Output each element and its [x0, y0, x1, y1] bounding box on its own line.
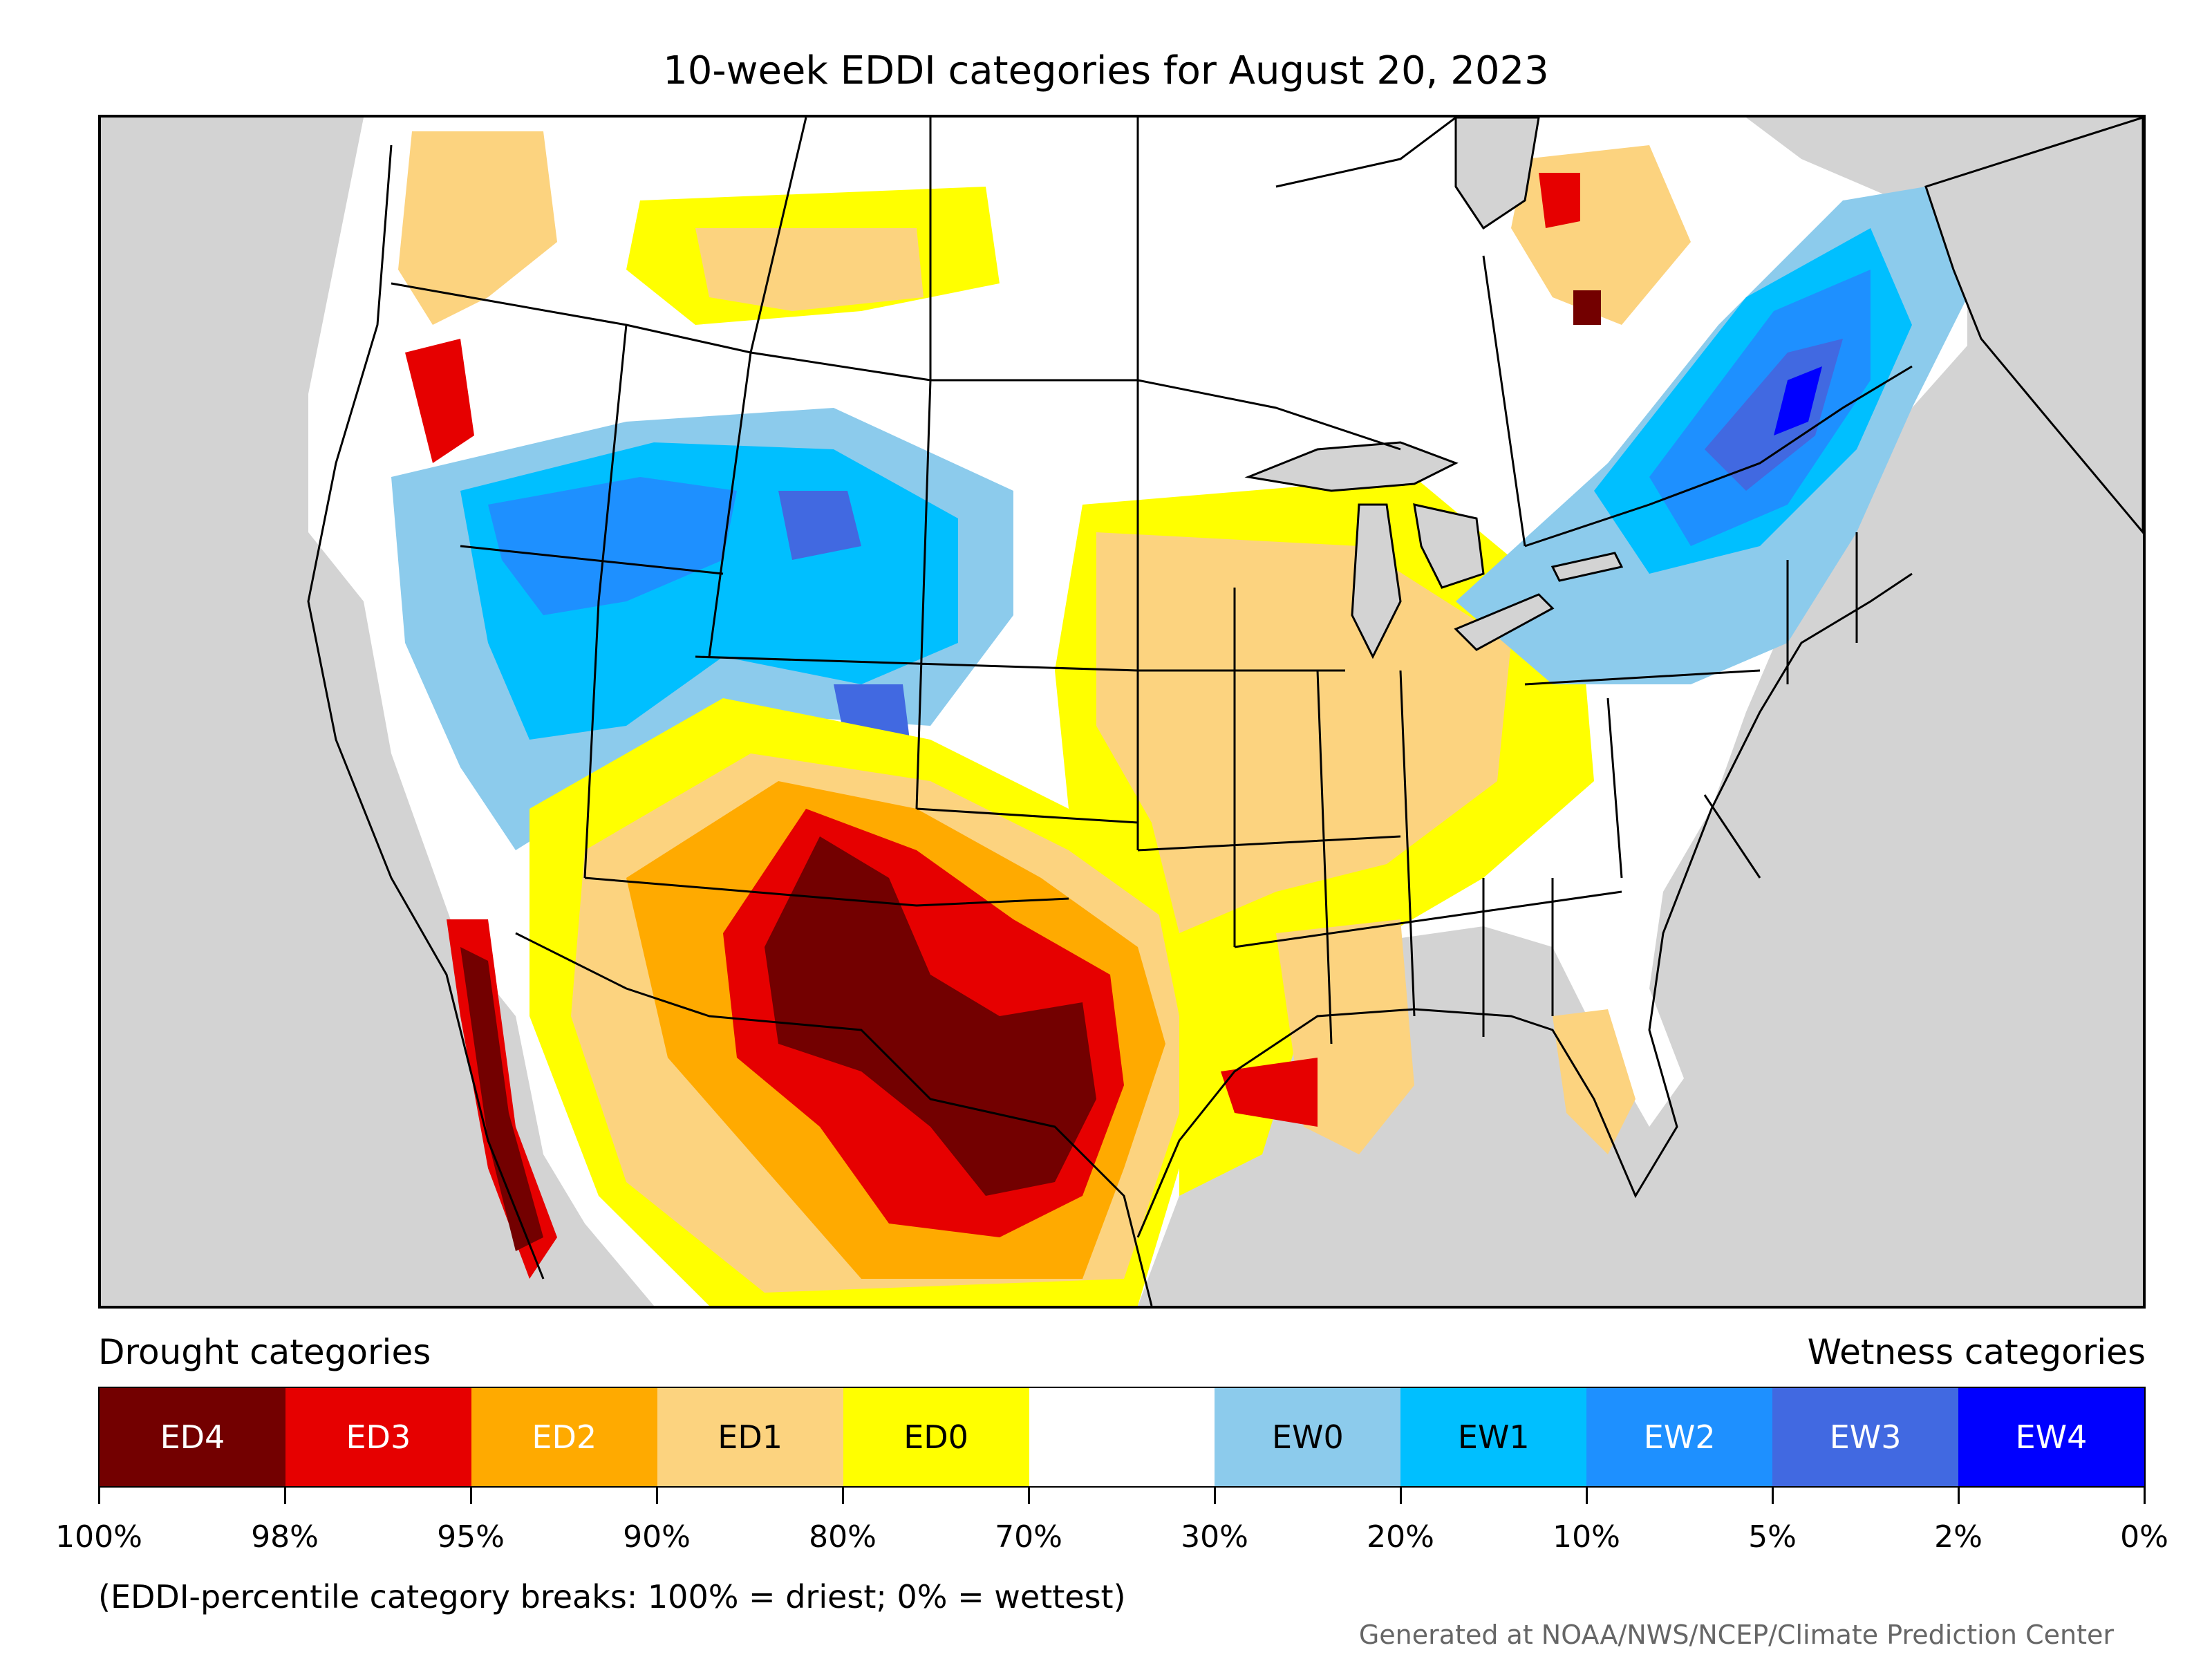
colorbar-tick — [1586, 1488, 1588, 1504]
colorbar-tick — [1400, 1488, 1402, 1504]
patch-ed1 — [398, 131, 557, 325]
colorbar-tick — [1214, 1488, 1216, 1504]
colorbar-tick — [1772, 1488, 1774, 1504]
colorbar-tick-label: 20% — [1367, 1519, 1434, 1555]
category-colorbar: ED4 ED3 ED2 ED1 ED0 EW0 EW1 EW2 EW3 EW4 — [98, 1387, 2146, 1488]
patch-ew4 — [1774, 366, 1822, 435]
patch-ed4 — [765, 836, 1096, 1196]
coastline-pacific — [307, 144, 545, 1280]
us-canada-border-east — [1524, 365, 1913, 547]
colorbar-tick-label: 80% — [809, 1519, 877, 1555]
colorbar-tick-label: 0% — [2120, 1519, 2168, 1555]
gulf-st-lawrence — [1924, 118, 2143, 534]
patch-ed1 — [695, 228, 924, 311]
patch-ed1 — [1553, 1009, 1635, 1154]
legend-swatch-ed1: ED1 — [657, 1388, 843, 1486]
legend-swatch-ed4: ED4 — [100, 1388, 285, 1486]
legend-swatch-ed3: ED3 — [285, 1388, 471, 1486]
colorbar-tick — [1028, 1488, 1030, 1504]
legend-swatch-normal — [1029, 1388, 1215, 1486]
hudson-bay — [1454, 118, 1540, 230]
colorbar-tick — [2144, 1488, 2146, 1504]
province-lines — [749, 118, 1526, 547]
patch-ew2 — [488, 477, 737, 615]
drought-legend-heading: Drought categories — [98, 1332, 431, 1372]
lake-michigan — [1351, 503, 1402, 659]
wetness-legend-heading: Wetness categories — [1807, 1332, 2146, 1372]
political-borders — [391, 118, 1913, 1306]
legend-swatch-ew2: EW2 — [1586, 1388, 1773, 1486]
colorbar-tick — [470, 1488, 472, 1504]
category-breaks-note: (EDDI-percentile category breaks: 100% =… — [98, 1578, 1126, 1615]
patch-ed3 — [1221, 1058, 1318, 1127]
coastline-gulf — [1136, 572, 1913, 1238]
colorbar-tick — [656, 1488, 658, 1504]
colorbar-tick-label: 70% — [995, 1519, 1062, 1555]
legend-swatch-ed0: ED0 — [843, 1388, 1029, 1486]
patch-ed3 — [1539, 173, 1580, 228]
state-lines-east — [1482, 532, 1858, 1037]
patch-ed3 — [405, 339, 474, 463]
colorbar-tick — [284, 1488, 286, 1504]
legend-swatch-ew1: EW1 — [1400, 1388, 1587, 1486]
colorbar-tick — [98, 1488, 100, 1504]
colorbar-tick-label: 90% — [623, 1519, 691, 1555]
patch-ed4 — [460, 947, 543, 1251]
state-lines-central — [1137, 588, 1622, 1044]
lake-erie — [1454, 593, 1555, 651]
patch-ed4 — [1573, 290, 1601, 325]
colorbar-tick-label: 100% — [55, 1519, 142, 1555]
legend-swatch-ew4: EW4 — [1958, 1388, 2144, 1486]
map-title: 10-week EDDI categories for August 20, 2… — [663, 48, 1549, 93]
lake-ontario — [1550, 552, 1624, 582]
colorbar-tick-label: 5% — [1748, 1519, 1797, 1555]
lake-huron — [1413, 503, 1485, 589]
map-panel — [98, 115, 2146, 1309]
credit-line: Generated at NOAA/NWS/NCEP/Climate Predi… — [1358, 1620, 2114, 1650]
colorbar-tick — [1958, 1488, 1960, 1504]
lake-superior — [1244, 441, 1459, 492]
colorbar-tick — [842, 1488, 844, 1504]
patch-ew3 — [778, 491, 861, 560]
map-canvas — [307, 118, 2143, 1306]
colorbar-tick-label: 10% — [1553, 1519, 1620, 1555]
colorbar-tick-label: 2% — [1934, 1519, 1983, 1555]
colorbar-tick-label: 98% — [251, 1519, 319, 1555]
colorbar-tick-label: 30% — [1181, 1519, 1248, 1555]
state-lines-west — [460, 324, 1139, 907]
us-mexico-border — [515, 932, 1153, 1306]
legend-swatch-ew3: EW3 — [1772, 1388, 1959, 1486]
colorbar-ticks — [98, 1488, 2146, 1508]
legend-swatch-ew0: EW0 — [1215, 1388, 1401, 1486]
great-lakes — [1244, 441, 1624, 659]
colorbar-tick-label: 95% — [437, 1519, 505, 1555]
legend-swatch-ed2: ED2 — [471, 1388, 657, 1486]
